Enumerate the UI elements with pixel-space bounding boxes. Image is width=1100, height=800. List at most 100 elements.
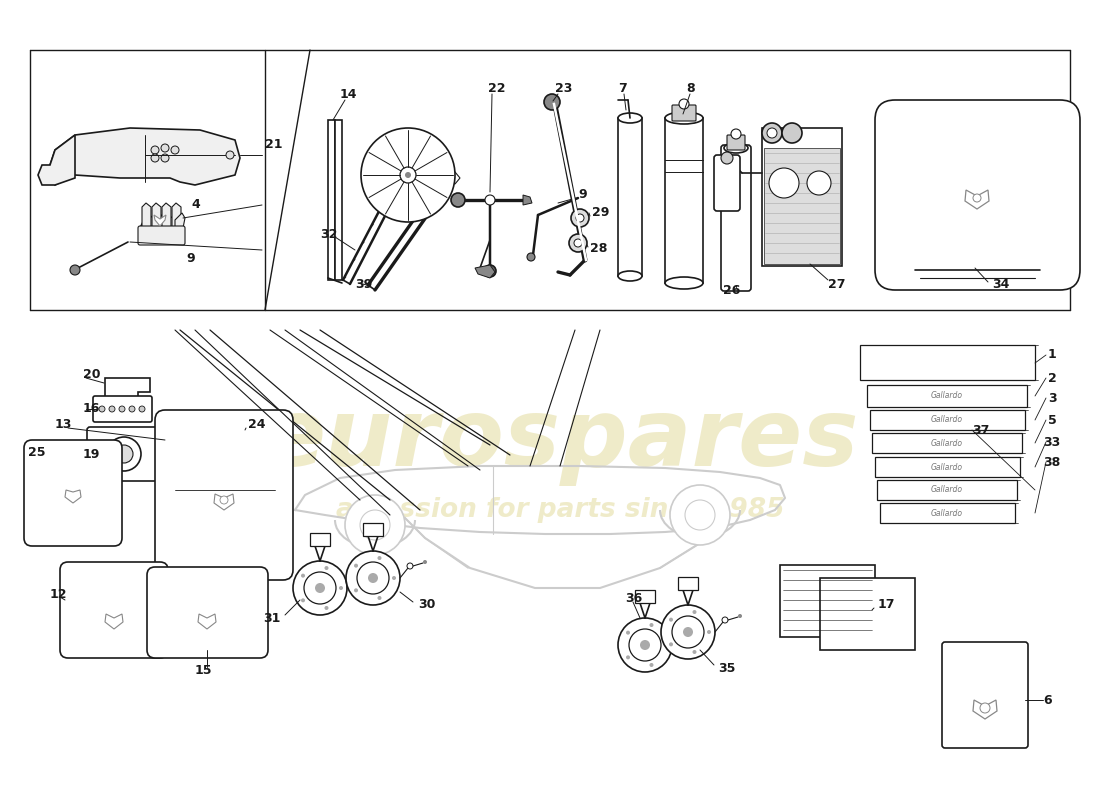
Circle shape xyxy=(360,510,390,540)
Polygon shape xyxy=(104,614,123,629)
Text: 34: 34 xyxy=(992,278,1010,291)
Polygon shape xyxy=(142,203,151,228)
Circle shape xyxy=(170,146,179,154)
Circle shape xyxy=(527,253,535,261)
FancyBboxPatch shape xyxy=(666,118,703,283)
Text: 33: 33 xyxy=(1043,435,1060,449)
Polygon shape xyxy=(175,213,185,228)
Text: 1: 1 xyxy=(1048,349,1057,362)
Text: 26: 26 xyxy=(723,283,740,297)
Polygon shape xyxy=(198,614,216,629)
Text: 31: 31 xyxy=(263,611,280,625)
Circle shape xyxy=(400,167,416,183)
Ellipse shape xyxy=(666,112,703,124)
Text: 21: 21 xyxy=(265,138,283,151)
Circle shape xyxy=(377,596,382,600)
Circle shape xyxy=(161,144,169,152)
FancyBboxPatch shape xyxy=(860,345,1035,380)
Text: eurospares: eurospares xyxy=(262,394,859,486)
Circle shape xyxy=(345,495,405,555)
FancyBboxPatch shape xyxy=(138,226,185,245)
Polygon shape xyxy=(446,172,460,184)
Circle shape xyxy=(707,630,711,634)
Text: 28: 28 xyxy=(590,242,607,254)
Circle shape xyxy=(354,573,360,579)
Circle shape xyxy=(571,209,588,227)
FancyBboxPatch shape xyxy=(328,120,336,280)
Circle shape xyxy=(649,623,653,627)
Text: 38: 38 xyxy=(1043,455,1060,469)
Text: 32: 32 xyxy=(320,229,338,242)
Circle shape xyxy=(767,128,777,138)
FancyBboxPatch shape xyxy=(867,385,1027,407)
Polygon shape xyxy=(152,203,161,228)
Circle shape xyxy=(139,406,145,412)
Polygon shape xyxy=(522,195,532,205)
Circle shape xyxy=(626,630,630,634)
Circle shape xyxy=(672,616,704,648)
Circle shape xyxy=(129,406,135,412)
Text: Gallardo: Gallardo xyxy=(931,438,962,447)
Text: 36: 36 xyxy=(625,591,642,605)
Text: Gallardo: Gallardo xyxy=(931,509,962,518)
Polygon shape xyxy=(214,494,234,510)
Circle shape xyxy=(769,168,799,198)
Text: 37: 37 xyxy=(972,423,989,437)
Circle shape xyxy=(324,566,329,570)
Circle shape xyxy=(220,496,228,504)
Circle shape xyxy=(368,573,378,583)
Circle shape xyxy=(407,563,412,569)
Circle shape xyxy=(618,618,672,672)
Circle shape xyxy=(640,640,650,650)
Circle shape xyxy=(762,123,782,143)
Circle shape xyxy=(720,152,733,164)
Text: 13: 13 xyxy=(55,418,73,431)
Circle shape xyxy=(161,154,169,162)
Circle shape xyxy=(661,605,715,659)
Circle shape xyxy=(484,265,496,277)
FancyBboxPatch shape xyxy=(874,100,1080,290)
FancyBboxPatch shape xyxy=(60,562,168,658)
Text: 20: 20 xyxy=(82,369,100,382)
Polygon shape xyxy=(475,265,495,278)
Circle shape xyxy=(339,586,343,590)
Text: 35: 35 xyxy=(718,662,736,674)
Circle shape xyxy=(370,570,374,574)
FancyBboxPatch shape xyxy=(155,410,293,580)
Text: 16: 16 xyxy=(82,402,100,414)
Text: 17: 17 xyxy=(878,598,895,611)
Circle shape xyxy=(151,146,160,154)
Circle shape xyxy=(669,618,673,622)
Circle shape xyxy=(544,94,560,110)
FancyBboxPatch shape xyxy=(870,410,1025,430)
Circle shape xyxy=(569,234,587,252)
Circle shape xyxy=(738,614,742,618)
Text: Gallardo: Gallardo xyxy=(931,415,962,425)
Circle shape xyxy=(301,574,305,578)
Text: 2: 2 xyxy=(1048,371,1057,385)
Text: 29: 29 xyxy=(592,206,609,219)
Text: Gallardo: Gallardo xyxy=(931,486,962,494)
Circle shape xyxy=(354,588,358,592)
Circle shape xyxy=(722,617,728,623)
FancyBboxPatch shape xyxy=(764,148,840,264)
Ellipse shape xyxy=(724,143,748,153)
Circle shape xyxy=(109,406,116,412)
Polygon shape xyxy=(974,700,997,719)
Circle shape xyxy=(649,663,653,667)
FancyBboxPatch shape xyxy=(820,578,915,650)
Circle shape xyxy=(315,583,324,593)
FancyBboxPatch shape xyxy=(872,433,1022,453)
Circle shape xyxy=(685,500,715,530)
Circle shape xyxy=(392,576,396,580)
Ellipse shape xyxy=(666,277,703,289)
FancyBboxPatch shape xyxy=(87,427,161,481)
Text: 9: 9 xyxy=(186,251,195,265)
Circle shape xyxy=(693,650,696,654)
FancyBboxPatch shape xyxy=(762,128,842,266)
FancyBboxPatch shape xyxy=(94,396,152,422)
Text: 25: 25 xyxy=(28,446,45,458)
Circle shape xyxy=(70,265,80,275)
FancyBboxPatch shape xyxy=(727,135,745,150)
Text: 9: 9 xyxy=(578,189,586,202)
